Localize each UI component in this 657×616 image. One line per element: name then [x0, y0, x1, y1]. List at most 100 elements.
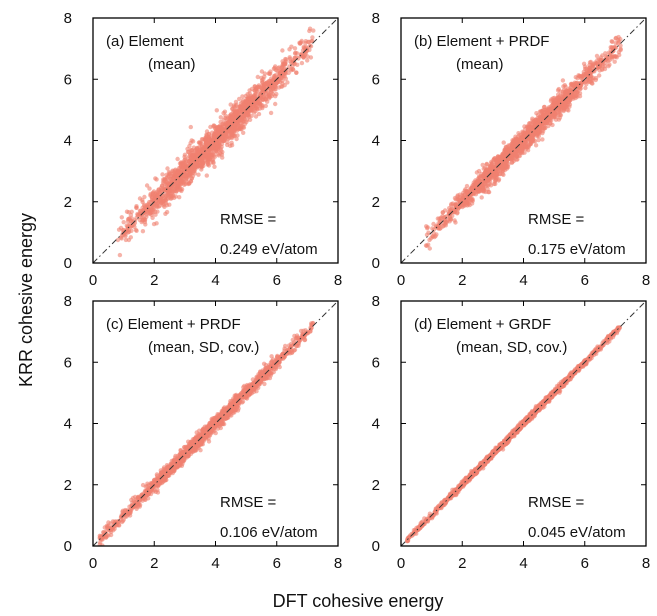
scatter-point: [603, 51, 608, 56]
scatter-point: [256, 111, 262, 117]
scatter-point: [521, 130, 526, 135]
scatter-point: [470, 198, 475, 204]
scatter-point: [606, 63, 611, 69]
scatter-point: [204, 173, 209, 178]
scatter-point: [561, 87, 567, 93]
scatter-point: [280, 64, 286, 70]
scatter-point: [309, 39, 314, 44]
scatter-point: [179, 187, 185, 192]
scatter-point: [536, 128, 541, 133]
scatter-point: [126, 229, 132, 234]
scatter-point: [493, 166, 499, 172]
scatter-point: [249, 113, 254, 119]
scatter-point: [613, 36, 618, 41]
scatter-point: [461, 193, 467, 198]
scatter-point: [175, 170, 181, 175]
scatter-point: [150, 198, 155, 203]
scatter-point: [188, 124, 193, 130]
scatter-point: [509, 160, 514, 165]
scatter-point: [207, 135, 212, 140]
scatter-point: [247, 88, 252, 93]
scatter-point: [234, 136, 239, 142]
x-tick-label: 2: [458, 272, 466, 289]
scatter-point: [177, 195, 182, 200]
scatter-point: [218, 115, 223, 120]
scatter-point: [141, 207, 147, 212]
scatter-point: [255, 74, 260, 80]
panel-title: (a) Element: [106, 33, 184, 50]
scatter-point: [279, 352, 285, 357]
scatter-point: [581, 61, 587, 66]
scatter-point: [258, 103, 263, 108]
scatter-point: [137, 217, 142, 223]
scatter-point: [164, 209, 170, 215]
scatter-point: [243, 110, 249, 115]
scatter-point: [209, 139, 214, 144]
scatter-point: [460, 204, 465, 210]
scatter-point: [268, 110, 274, 116]
scatter-point: [216, 125, 222, 130]
scatter-point: [544, 120, 550, 126]
scatter-point: [247, 101, 252, 107]
scatter-point: [484, 161, 490, 167]
scatter-point: [516, 131, 521, 136]
scatter-point: [280, 72, 286, 77]
scatter-point: [480, 188, 485, 193]
scatter-point: [186, 159, 192, 164]
rmse-value: 0.175 eV/atom: [528, 241, 626, 258]
scatter-point: [618, 37, 623, 42]
scatter-point: [187, 181, 192, 186]
scatter-point: [153, 176, 158, 181]
scatter-point: [480, 162, 485, 168]
scatter-point: [210, 145, 216, 150]
scatter-point: [491, 172, 496, 177]
scatter-point: [289, 60, 294, 65]
scatter-point: [501, 154, 506, 159]
scatter-point: [182, 158, 187, 163]
scatter-point: [118, 225, 124, 231]
scatter-point: [263, 97, 269, 102]
scatter-point: [597, 57, 602, 62]
scatter-point: [154, 472, 160, 477]
scatter-point: [514, 157, 519, 162]
scatter-point: [522, 139, 527, 145]
scatter-point: [174, 188, 179, 194]
scatter-point: [174, 184, 179, 190]
scatter-point: [254, 88, 259, 94]
scatter-point: [506, 143, 511, 148]
scatter-point: [457, 195, 462, 200]
x-tick-label: 4: [211, 272, 219, 289]
scatter-point: [528, 141, 533, 147]
scatter-point: [250, 95, 255, 100]
scatter-point: [471, 180, 476, 185]
scatter-point: [452, 195, 458, 201]
scatter-point: [213, 126, 218, 131]
scatter-point: [187, 168, 193, 173]
y-tick-label: 6: [372, 71, 380, 88]
scatter-point: [530, 138, 535, 143]
scatter-point: [187, 163, 192, 168]
scatter-point: [431, 221, 436, 227]
scatter-point: [273, 101, 278, 107]
scatter-point: [505, 152, 511, 157]
scatter-point: [155, 197, 160, 202]
x-tick-label: 0: [397, 272, 405, 289]
scatter-point: [142, 202, 147, 207]
scatter-point: [440, 210, 445, 215]
scatter-point: [303, 39, 308, 44]
scatter-point: [241, 107, 246, 112]
scatter-point: [236, 406, 241, 411]
scatter-point: [158, 189, 163, 194]
scatter-point: [550, 103, 555, 108]
scatter-point: [175, 179, 180, 184]
scatter-point: [498, 167, 504, 172]
scatter-point: [228, 127, 234, 132]
scatter-point: [269, 78, 274, 84]
scatter-point: [303, 44, 309, 50]
scatter-point: [495, 154, 501, 159]
scatter-point: [228, 102, 233, 107]
y-tick-label: 4: [372, 133, 380, 150]
scatter-point: [299, 60, 305, 66]
